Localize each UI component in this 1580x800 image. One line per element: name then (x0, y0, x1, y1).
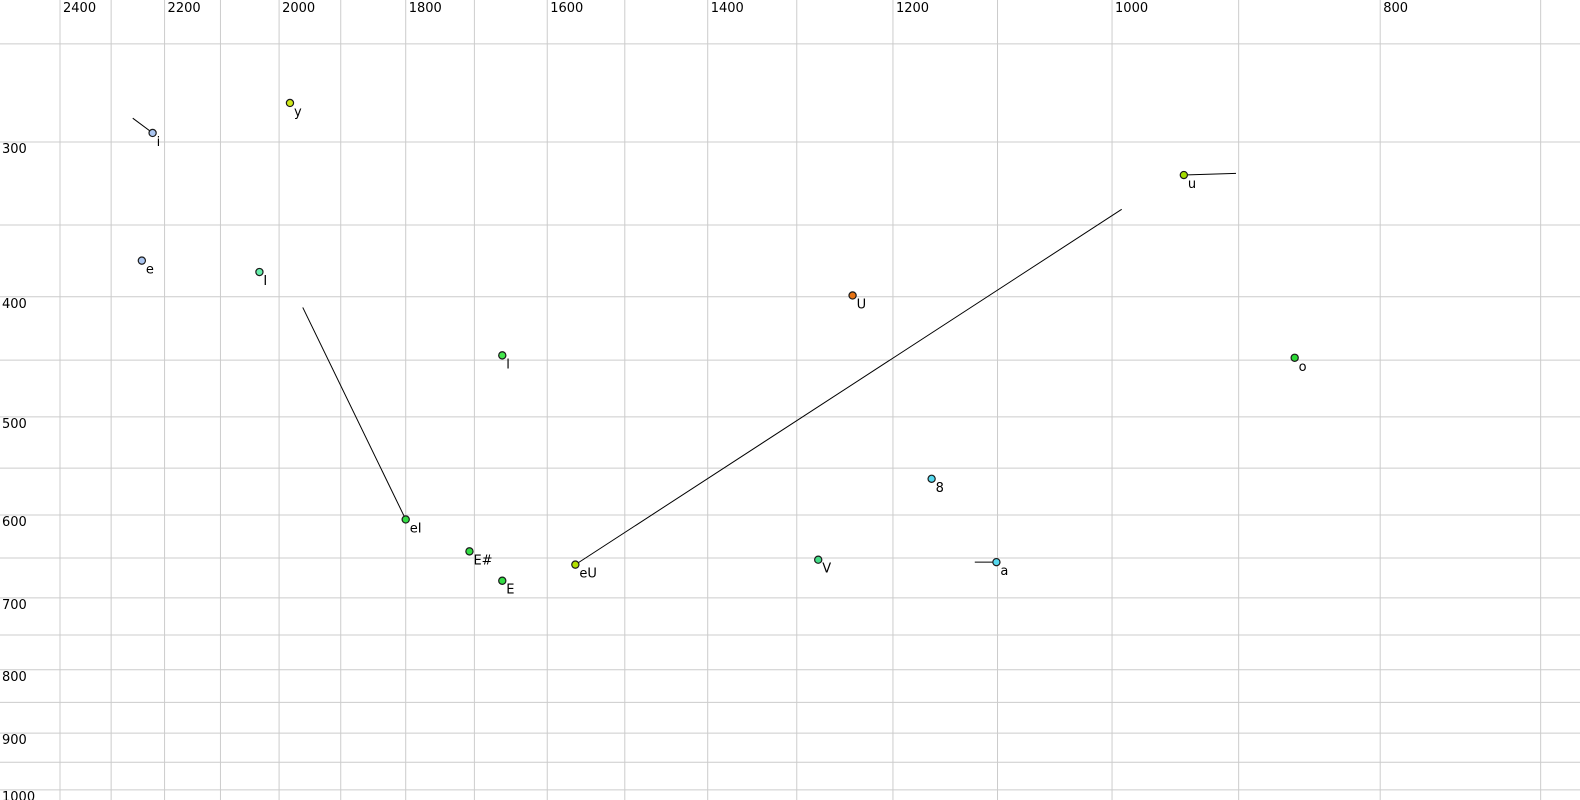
point-label-a: a (1000, 564, 1008, 579)
point-label-l: l (506, 357, 510, 372)
point-label-E#: E# (473, 553, 492, 568)
data-point-E (498, 576, 507, 585)
point-label-I: I (263, 274, 267, 289)
point-label-o: o (1299, 360, 1307, 375)
point-label-e: e (146, 263, 154, 278)
point-label-U: U (857, 297, 867, 312)
data-point-e (137, 256, 147, 265)
trajectory-line-eU (575, 208, 1122, 566)
x-tick-label-1200: 1200 (896, 1, 929, 16)
trajectory-line-u (1183, 172, 1237, 176)
y-tick-label-1000: 1000 (2, 790, 35, 800)
data-point-o (1290, 353, 1299, 362)
y-tick-label-600: 600 (2, 515, 27, 530)
x-tick-label-2000: 2000 (282, 1, 315, 16)
x-tick-label-2400: 2400 (63, 1, 96, 16)
data-point-eI (401, 515, 410, 524)
data-point-V (814, 555, 823, 564)
data-point-u (1179, 170, 1189, 180)
point-label-y: y (294, 105, 302, 120)
data-point-l (498, 351, 507, 360)
data-point-eU (571, 560, 580, 569)
point-label-8: 8 (936, 481, 944, 496)
x-tick-label-1000: 1000 (1115, 1, 1148, 16)
point-label-eU: eU (579, 567, 597, 582)
y-tick-label-800: 800 (2, 670, 27, 685)
data-point-y (285, 98, 295, 108)
point-label-eI: eI (410, 521, 422, 536)
data-point-I (255, 267, 264, 277)
x-tick-label-1400: 1400 (711, 1, 744, 16)
point-label-i: i (157, 135, 161, 150)
point-label-V: V (822, 562, 831, 577)
data-point-i (148, 128, 157, 138)
x-tick-label-800: 800 (1383, 1, 1408, 16)
y-tick-label-300: 300 (2, 142, 27, 157)
point-label-u: u (1188, 177, 1196, 192)
x-tick-label-2200: 2200 (168, 1, 201, 16)
data-point-8 (927, 474, 936, 484)
data-point-a (992, 557, 1001, 567)
x-tick-label-1800: 1800 (409, 1, 442, 16)
data-point-U (848, 291, 857, 300)
y-tick-label-400: 400 (2, 297, 27, 312)
x-tick-label-1600: 1600 (550, 1, 583, 16)
y-tick-label-900: 900 (2, 733, 27, 748)
data-point-E# (465, 547, 474, 556)
trajectory-line-eI (302, 307, 407, 520)
y-tick-label-700: 700 (2, 598, 27, 613)
point-label-E: E (506, 583, 514, 598)
y-tick-label-500: 500 (2, 417, 27, 432)
